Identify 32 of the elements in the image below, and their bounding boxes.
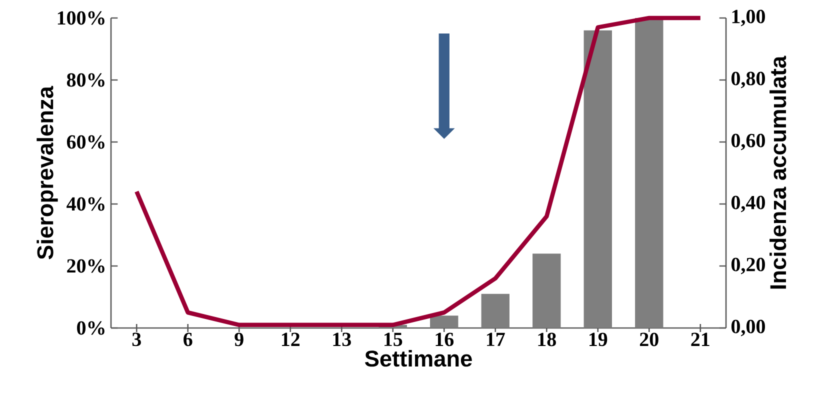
y-tick-label: 40% — [66, 197, 104, 211]
y2-tick-label: 0,40 — [731, 196, 765, 212]
x-tick-label: 12 — [282, 332, 300, 346]
x-tick-label: 19 — [589, 332, 608, 346]
y2-tick-label: 1,00 — [732, 10, 765, 26]
bar — [481, 294, 510, 328]
x-tick-label: 6 — [184, 332, 192, 346]
bar — [635, 18, 664, 328]
y2-tick-label: 0,20 — [731, 258, 765, 274]
y2-tick-label: 0,60 — [731, 134, 765, 150]
y-tick-label: 80% — [66, 73, 104, 87]
y-tick-label: 20% — [67, 259, 104, 273]
x-tick-label: 13 — [333, 332, 351, 346]
x-tick-label: 9 — [234, 332, 244, 346]
y2-tick-label: 0,80 — [731, 72, 765, 88]
x-axis-title: Settimane — [364, 350, 472, 367]
bar — [430, 316, 458, 328]
bar — [532, 254, 561, 328]
y-axis-title: Sieroprevalenza — [36, 86, 58, 260]
x-tick-label: 20 — [640, 332, 658, 346]
bar — [584, 30, 612, 328]
x-tick-label: 21 — [691, 332, 710, 346]
y-tick-label: 60% — [66, 135, 104, 149]
y-tick-label: 100% — [58, 11, 104, 25]
y-tick-label: 0% — [77, 321, 104, 335]
x-tick-label: 15 — [384, 332, 402, 346]
x-tick-label: 16 — [436, 332, 454, 346]
x-tick-label: 18 — [538, 332, 556, 346]
x-tick-label: 3 — [132, 332, 141, 346]
y2-axis-title: Incidenza accumulata — [770, 56, 786, 289]
y2-tick-label: 0,00 — [731, 320, 765, 336]
x-tick-label: 17 — [486, 332, 505, 346]
